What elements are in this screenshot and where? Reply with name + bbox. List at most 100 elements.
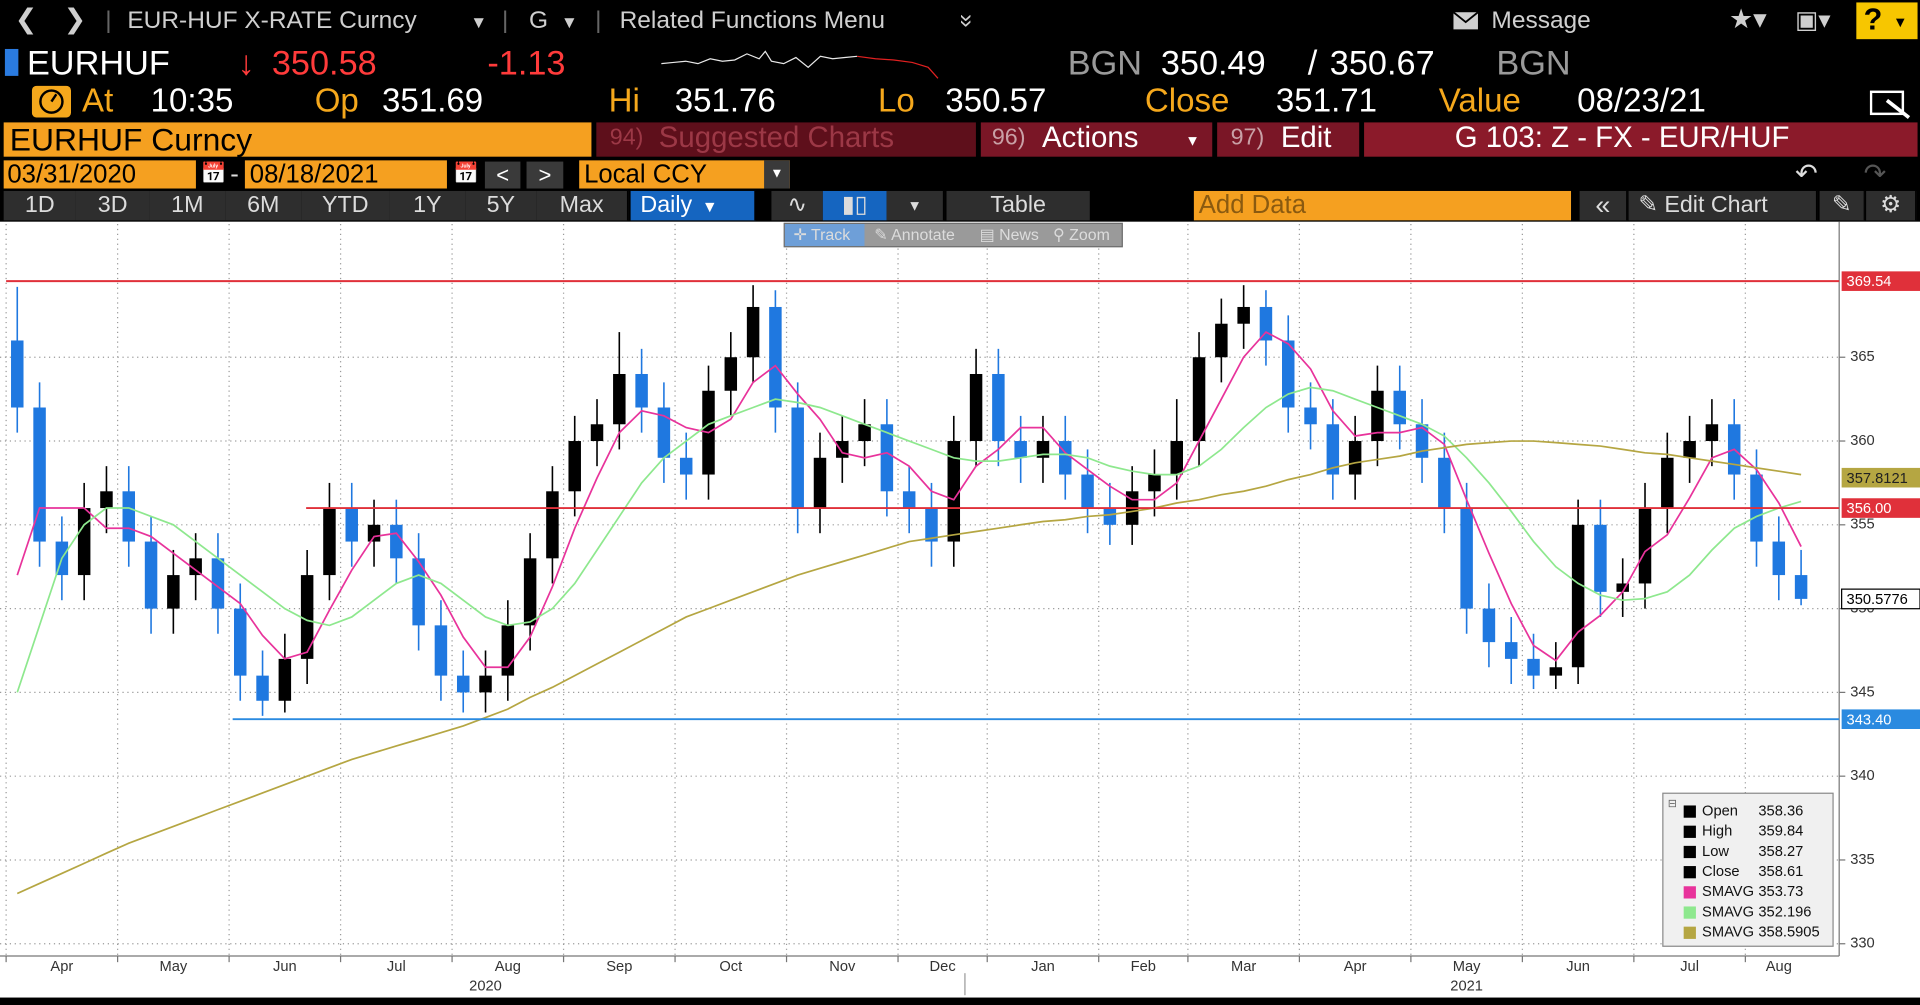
collapse-icon: ⊟ bbox=[1668, 798, 1677, 810]
settings-icon[interactable]: ✎ bbox=[1819, 190, 1865, 221]
currency[interactable]: Local CCY bbox=[584, 160, 708, 189]
related-menu[interactable]: Related Functions Menu bbox=[619, 7, 886, 35]
y-tick-label: 330 bbox=[1850, 936, 1875, 952]
end-date[interactable]: 08/18/2021 bbox=[249, 160, 379, 189]
level-label: 369.54 bbox=[1847, 274, 1892, 290]
currency-box[interactable] bbox=[579, 160, 790, 189]
window-icon[interactable]: ▣▾ bbox=[1795, 7, 1831, 35]
add-data-placeholder: Add Data bbox=[1198, 190, 1306, 220]
chart-icon[interactable] bbox=[1869, 88, 1914, 120]
candle-body bbox=[1504, 642, 1518, 659]
tool-label: Annotate bbox=[891, 225, 955, 244]
x-tick-label: Dec bbox=[930, 959, 956, 975]
x-tick-label: Jun bbox=[273, 959, 297, 975]
net-change: -1.13 bbox=[487, 44, 566, 83]
edit-box[interactable] bbox=[1217, 122, 1360, 157]
next-button[interactable]: > bbox=[526, 161, 564, 189]
candle-body bbox=[1081, 474, 1094, 509]
candle-body bbox=[256, 675, 269, 701]
candle-body bbox=[1571, 524, 1585, 668]
prev-button[interactable]: < bbox=[484, 161, 521, 189]
calendar-icon[interactable]: 📅 bbox=[200, 161, 227, 185]
x-tick-label: Jun bbox=[1566, 959, 1590, 975]
track-highlight bbox=[784, 224, 865, 247]
start-date[interactable]: 03/31/2020 bbox=[7, 160, 137, 189]
favorite-icon[interactable]: ★▾ bbox=[1728, 3, 1767, 35]
sma-line bbox=[16, 440, 1802, 895]
x-tick-label: Feb bbox=[1131, 959, 1156, 975]
candle-body bbox=[1549, 667, 1563, 676]
candle-body bbox=[1215, 323, 1228, 358]
track-tool[interactable]: ✛ Track bbox=[793, 225, 851, 244]
edit-chart-button[interactable]: ✎ Edit Chart bbox=[1628, 190, 1818, 221]
candle-body bbox=[1326, 424, 1340, 475]
page-title: G 103: Z - FX - EUR/HUF bbox=[1454, 121, 1790, 155]
period-button[interactable]: 1Y bbox=[389, 190, 467, 221]
add-data-input[interactable]: Add Data bbox=[1193, 190, 1572, 221]
candle-body bbox=[412, 558, 425, 626]
tooltip-value: 353.73 bbox=[1758, 884, 1803, 900]
candle-body bbox=[746, 306, 760, 358]
period-button[interactable]: 6M bbox=[225, 190, 303, 221]
edit-button[interactable]: Edit bbox=[1280, 121, 1332, 155]
zoom-tool[interactable]: ⚲ Zoom bbox=[1053, 225, 1110, 244]
separator: | bbox=[105, 7, 112, 35]
suggested-charts[interactable]: Suggested Charts bbox=[658, 121, 895, 155]
message-button[interactable]: Message bbox=[1491, 7, 1591, 35]
actions-button[interactable]: Actions bbox=[1042, 121, 1139, 155]
calendar-icon[interactable]: 📅 bbox=[453, 161, 479, 185]
actions-box[interactable] bbox=[980, 122, 1213, 157]
period-button[interactable]: 5Y bbox=[465, 190, 538, 221]
tooltip-value: 358.5905 bbox=[1758, 925, 1819, 941]
annotate-tool[interactable]: ✎ Annotate bbox=[874, 225, 955, 244]
forward-button[interactable]: ❯ bbox=[63, 3, 87, 35]
redo-icon[interactable]: ↷ bbox=[1863, 157, 1887, 189]
level-label: 343.40 bbox=[1847, 712, 1892, 728]
candle-body bbox=[992, 373, 1005, 442]
news-tool[interactable]: ▤ News bbox=[979, 225, 1039, 244]
y-tick-label: 340 bbox=[1850, 768, 1875, 784]
function-menu[interactable]: G bbox=[528, 7, 549, 35]
candle-body bbox=[100, 491, 113, 509]
actions-num: 96) bbox=[991, 124, 1026, 151]
tooltip-value: 358.61 bbox=[1758, 864, 1803, 880]
period-button[interactable]: 3D bbox=[75, 190, 151, 221]
start-date-box[interactable] bbox=[3, 160, 196, 189]
candle-body bbox=[523, 558, 537, 626]
period-button[interactable]: 1D bbox=[3, 190, 78, 221]
candle-body bbox=[1594, 524, 1607, 592]
tooltip-value: 358.36 bbox=[1758, 803, 1803, 819]
gear-icon[interactable]: ⚙ bbox=[1866, 190, 1917, 221]
period-button[interactable]: Max bbox=[536, 190, 629, 221]
line-chart-button[interactable]: ∿ bbox=[771, 190, 825, 221]
bid-source: BGN bbox=[1067, 44, 1143, 83]
undo-icon[interactable]: ↶ bbox=[1795, 157, 1818, 189]
help-box[interactable] bbox=[1856, 2, 1918, 40]
candle-chart-button[interactable]: ▮▯ bbox=[822, 190, 888, 221]
tooltip-swatch bbox=[1683, 845, 1696, 859]
back-button[interactable]: ❮ bbox=[14, 3, 38, 35]
period-button[interactable]: YTD bbox=[301, 190, 391, 221]
candle-body bbox=[1148, 474, 1161, 492]
table-button[interactable]: Table bbox=[946, 190, 1092, 221]
frequency-button[interactable]: Daily ▼ bbox=[630, 190, 756, 221]
y-tick-label: 360 bbox=[1850, 433, 1875, 449]
end-date-box[interactable] bbox=[244, 160, 447, 189]
x-tick-label: Oct bbox=[719, 959, 742, 975]
frequency: Daily bbox=[640, 192, 693, 218]
currency-dropdown[interactable]: ▼ bbox=[764, 160, 790, 189]
last-price: 350.58 bbox=[271, 44, 377, 83]
y-tick-label: 345 bbox=[1850, 684, 1875, 700]
help-button[interactable]: ? bbox=[1863, 2, 1883, 37]
period-button[interactable]: 1M bbox=[149, 190, 227, 221]
collapse-button[interactable]: « bbox=[1579, 190, 1628, 221]
chart-type-dropdown[interactable]: ▼ bbox=[886, 190, 945, 221]
tooltip-value: 358.27 bbox=[1758, 844, 1803, 860]
suggested-box[interactable] bbox=[596, 122, 976, 157]
candle-body bbox=[1705, 424, 1719, 442]
dropdown-arrow: ▼ bbox=[1185, 132, 1200, 150]
candle-body bbox=[434, 625, 448, 676]
security-menu[interactable]: EUR-HUF X-RATE Curncy bbox=[127, 7, 417, 35]
tooltip-swatch bbox=[1683, 886, 1696, 899]
x-tick-label: Sep bbox=[606, 959, 632, 975]
